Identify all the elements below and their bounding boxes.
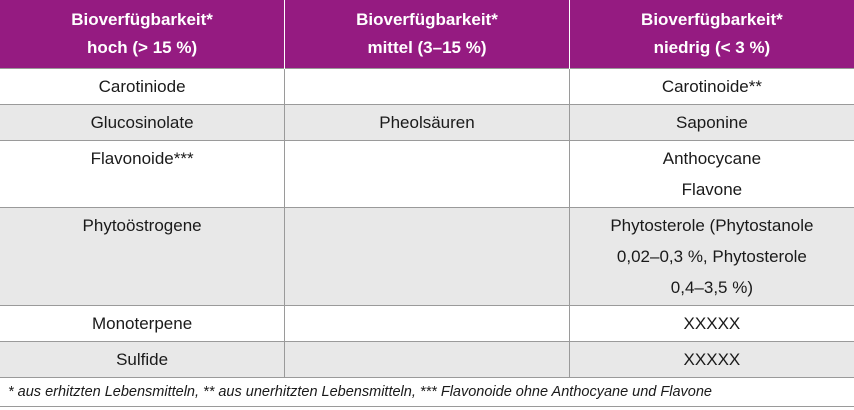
table-row: Glucosinolate Pheolsäuren Saponine [0,104,854,141]
table-cell: Carotinoide** [568,68,854,105]
table-row: Flavonoide*** Anthocycane Flavone [0,140,854,208]
table-cell [284,341,570,378]
cell-line: Bioverfügbarkeit* [356,10,498,29]
header-cell: Bioverfügbarkeit* mittel (3–15 %) [284,0,570,69]
bioavailability-table: Bioverfügbarkeit* hoch (> 15 %) Bioverfügb… [0,0,854,378]
cell-line: Bioverfügbarkeit* [641,10,783,29]
cell-line: Carotinoide** [661,77,762,96]
cell-line: Glucosinolate [90,113,194,132]
table-row: Sulfide XXXXX [0,341,854,378]
table-row: Carotiniode Carotinoide** [0,68,854,105]
cell-line: mittel (3–15 %) [367,38,487,57]
cell-line: Anthocycane [662,149,762,168]
cell-line: hoch (> 15 %) [87,38,198,57]
table-row: Phytoöstrogene Phytosterole (Phytostanole… [0,207,854,306]
table-cell: XXXXX [568,305,854,342]
cell-line: Flavonoide*** [90,149,194,168]
cell-line: Carotiniode [98,77,186,96]
table-cell: Anthocycane Flavone [568,140,854,208]
table-body: Carotiniode Carotinoide** Glucosinolate Phe… [0,68,854,378]
footnote: * aus erhitzten Lebensmitteln, ** aus un… [0,378,854,407]
table-cell: Saponine [568,104,854,141]
table-cell: Phytoöstrogene [0,207,286,306]
cell-line: Pheolsäuren [379,113,475,132]
table-cell: Flavonoide*** [0,140,286,208]
table-cell [284,68,570,105]
header-cell: Bioverfügbarkeit* niedrig (< 3 %) [568,0,854,69]
table-cell: XXXXX [568,341,854,378]
cell-line: niedrig (< 3 %) [653,38,771,57]
table-cell: Phytosterole (Phytostanole 0,02–0,3 %, Ph… [568,207,854,306]
cell-line: 0,4–3,5 %) [670,278,754,297]
cell-line: 0,02–0,3 %, Phytosterole [616,247,807,266]
cell-line: Flavone [681,180,743,199]
header-cell: Bioverfügbarkeit* hoch (> 15 %) [0,0,285,69]
table-cell: Sulfide [0,341,286,378]
table-cell: Monoterpene [0,305,286,342]
table-cell [284,305,570,342]
table-row: Monoterpene XXXXX [0,305,854,342]
table-cell [284,207,570,306]
cell-line: XXXXX [683,314,741,333]
cell-line: Sulfide [116,350,169,369]
header-row: Bioverfügbarkeit* hoch (> 15 %) Bioverfügb… [0,0,854,69]
table-cell [284,140,570,208]
cell-line: Saponine [675,113,748,132]
cell-line: XXXXX [683,350,741,369]
cell-line: Phytosterole (Phytostanole [610,216,814,235]
cell-line: Phytoöstrogene [82,216,202,235]
cell-line: Bioverfügbarkeit* [71,10,213,29]
table-cell: Carotiniode [0,68,286,105]
cell-line: Monoterpene [91,314,193,333]
table-cell: Pheolsäuren [284,104,570,141]
table-cell: Glucosinolate [0,104,286,141]
